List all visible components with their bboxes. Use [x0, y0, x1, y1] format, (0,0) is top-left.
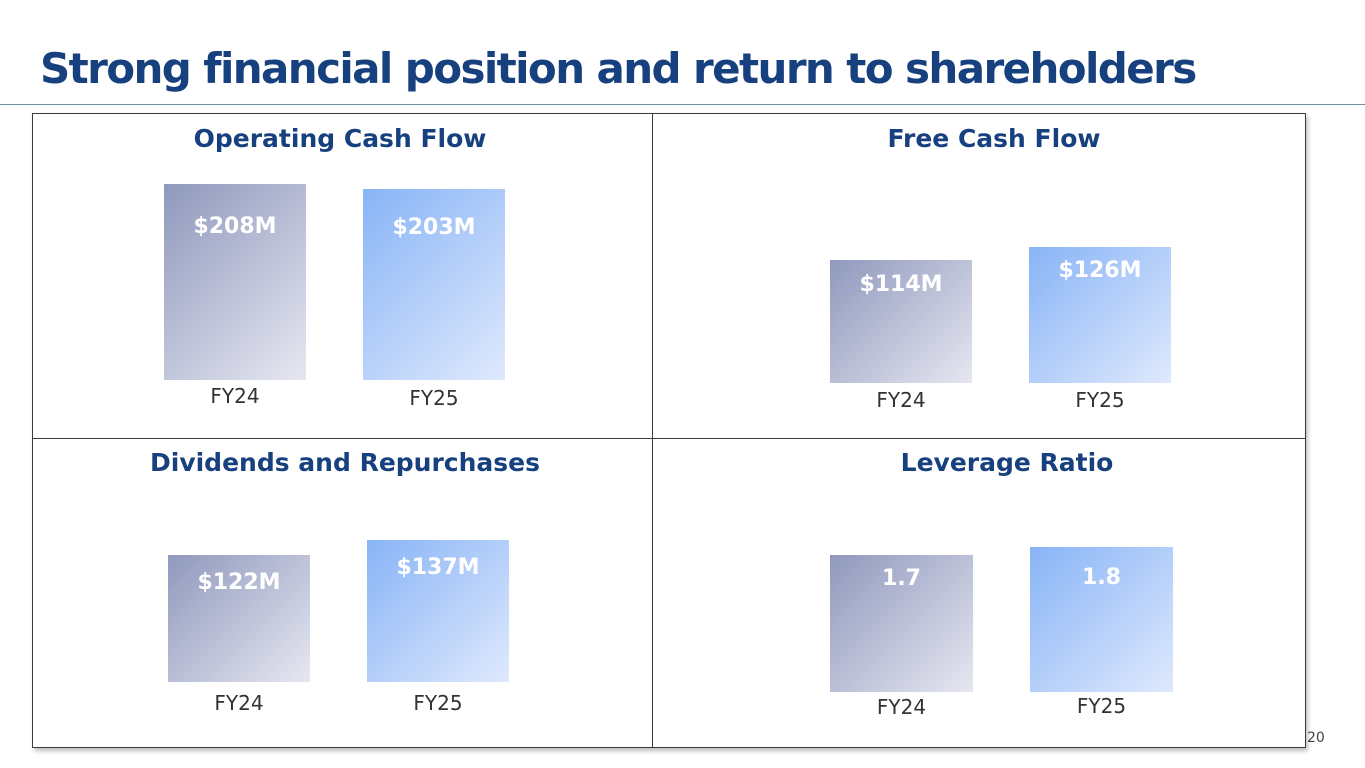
leverage-ratio-category-label-fy25: FY25: [1076, 694, 1127, 718]
operating-cash-flow-value-label-fy25: $203M: [392, 215, 476, 240]
dividends-and-repurchases-bar-fy25: [367, 540, 509, 682]
dividends-and-repurchases-category-label-fy24: FY24: [214, 691, 264, 715]
leverage-ratio-value-label-fy24: 1.7: [882, 566, 921, 591]
operating-cash-flow-value-label-fy24: $208M: [193, 214, 277, 239]
leverage-ratio-category-label-fy24: FY24: [876, 695, 927, 719]
page-number: 20: [1307, 730, 1325, 746]
leverage-ratio-title: Leverage Ratio: [900, 448, 1114, 477]
operating-cash-flow-category-label-fy24: FY24: [210, 384, 260, 408]
operating-cash-flow-category-label-fy25: FY25: [409, 386, 459, 410]
grid-divider-horizontal: [33, 438, 1305, 439]
dividends-and-repurchases-bar-fy24: [168, 555, 310, 682]
dividends-and-repurchases-value-label-fy24: $122M: [197, 570, 281, 595]
free-cash-flow-category-label-fy25: FY25: [1075, 388, 1125, 412]
grid-divider-vertical: [652, 114, 653, 747]
dividends-and-repurchases-value-label-fy25: $137M: [396, 555, 480, 580]
leverage-ratio-value-label-fy25: 1.8: [1082, 565, 1121, 590]
operating-cash-flow-bar-fy25: [363, 189, 505, 380]
dividends-and-repurchases-title: Dividends and Repurchases: [149, 448, 541, 477]
free-cash-flow-value-label-fy25: $126M: [1058, 258, 1142, 283]
free-cash-flow-bar-fy24: [830, 260, 972, 383]
leverage-ratio-bar-fy24: [830, 555, 973, 692]
free-cash-flow-value-label-fy24: $114M: [859, 272, 943, 297]
chart-grid: Operating Cash Flow $208M FY24 $203M FY25 Fre…: [32, 113, 1306, 748]
free-cash-flow-category-label-fy24: FY24: [876, 388, 926, 412]
free-cash-flow-bar-fy25: [1029, 247, 1171, 383]
free-cash-flow-title: Free Cash Flow: [887, 124, 1101, 153]
operating-cash-flow-title: Operating Cash Flow: [193, 124, 487, 153]
dividends-and-repurchases-category-label-fy25: FY25: [413, 691, 463, 715]
operating-cash-flow-bar-fy24: [164, 184, 306, 380]
leverage-ratio-bar-fy25: [1030, 547, 1173, 692]
page-title: Strong financial position and return to …: [40, 44, 1197, 93]
title-divider: [0, 104, 1365, 105]
